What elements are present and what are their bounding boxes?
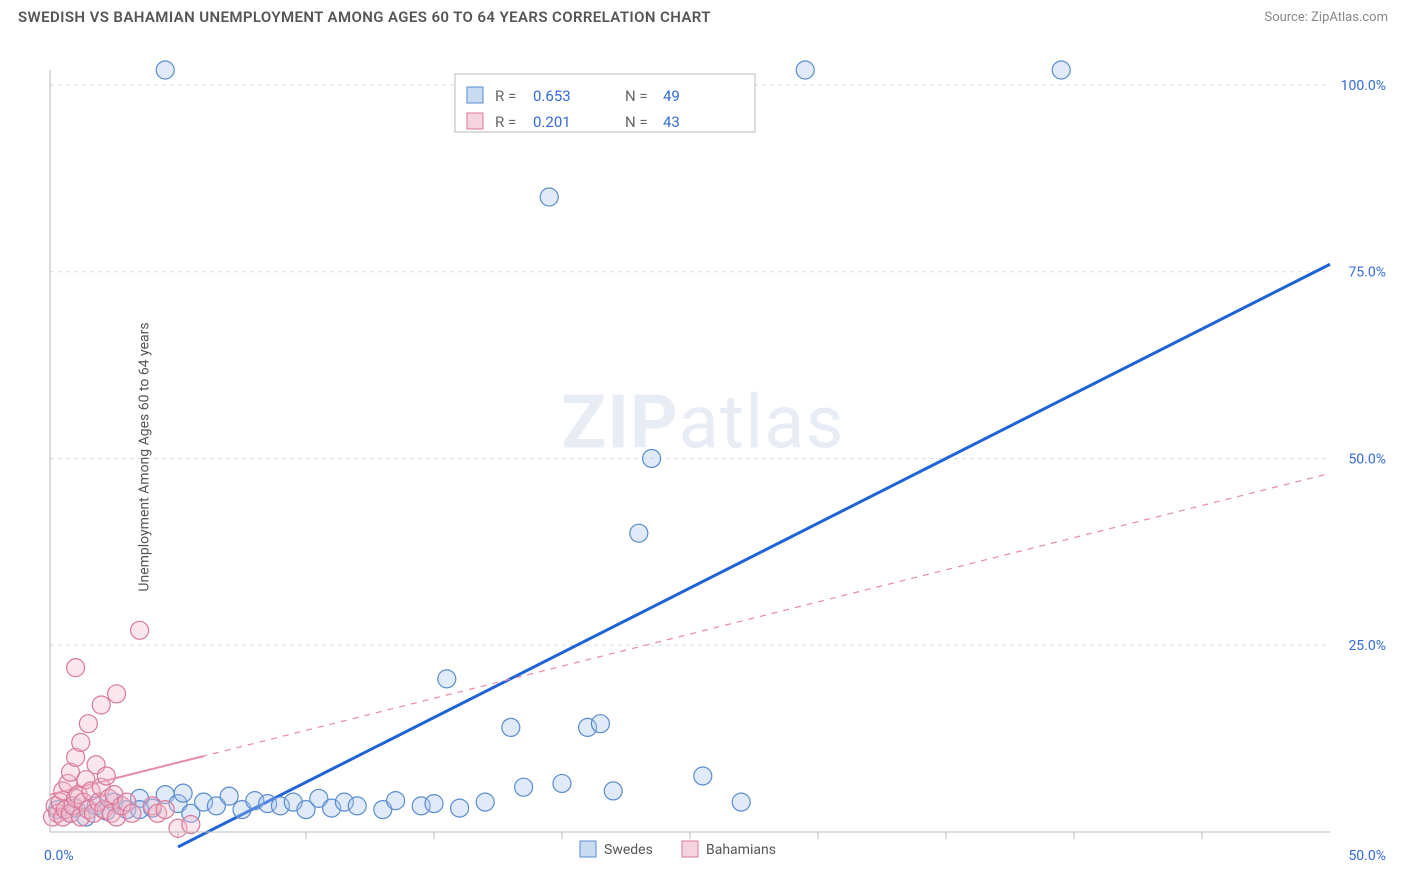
data-point [156, 801, 174, 819]
trend-line-dashed [50, 473, 1330, 794]
y-axis-label: Unemployment Among Ages 60 to 64 years [137, 322, 153, 591]
data-point [643, 449, 661, 467]
data-point [156, 61, 174, 79]
data-point [502, 718, 520, 736]
chart-container: Unemployment Among Ages 60 to 64 years Z… [0, 32, 1406, 882]
data-point [108, 685, 126, 703]
data-point [732, 793, 750, 811]
legend-swatch [580, 841, 596, 857]
data-point [796, 61, 814, 79]
stats-n-label: N = [625, 87, 648, 105]
scatter-chart: 25.0% 50.0% 75.0% 100.0% 0.0% 50.0% R = 0.653 N … [0, 32, 1406, 882]
data-point [387, 792, 405, 810]
y-tick-label: 75.0% [1348, 265, 1386, 281]
legend-label: Swedes [604, 842, 653, 858]
stats-n-value: 43 [663, 113, 680, 131]
data-point [174, 784, 192, 802]
y-tick-label: 50.0% [1348, 451, 1386, 467]
data-point [451, 799, 469, 817]
data-point [515, 778, 533, 796]
data-point [182, 816, 200, 834]
x-tick-label: 0.0% [44, 848, 74, 864]
stats-r-label: R = [495, 113, 516, 131]
x-tick-label: 50.0% [1348, 848, 1386, 864]
legend-swatch [682, 841, 698, 857]
data-point [604, 782, 622, 800]
data-point [123, 804, 141, 822]
chart-title: SWEDISH VS BAHAMIAN UNEMPLOYMENT AMONG A… [18, 8, 711, 26]
stats-swatch [467, 113, 483, 129]
data-point [591, 715, 609, 733]
source-label: Source: ZipAtlas.com [1264, 10, 1388, 25]
data-point [1052, 61, 1070, 79]
data-point [425, 795, 443, 813]
data-point [476, 793, 494, 811]
data-point [79, 715, 97, 733]
trend-line-solid [178, 264, 1330, 847]
legend-label: Bahamians [706, 842, 776, 858]
stats-r-value: 0.653 [533, 87, 571, 105]
data-point [694, 767, 712, 785]
data-point [540, 188, 558, 206]
data-point [438, 670, 456, 688]
data-point [67, 659, 85, 677]
stats-n-label: N = [625, 113, 648, 131]
data-point [220, 787, 238, 805]
stats-swatch [467, 87, 483, 103]
data-point [630, 524, 648, 542]
header: SWEDISH VS BAHAMIAN UNEMPLOYMENT AMONG A… [0, 0, 1406, 32]
y-tick-label: 100.0% [1341, 78, 1386, 94]
data-point [131, 621, 149, 639]
data-point [92, 696, 110, 714]
stats-r-value: 0.201 [533, 113, 571, 131]
data-point [72, 733, 90, 751]
data-point [348, 797, 366, 815]
y-tick-label: 25.0% [1348, 638, 1386, 654]
data-point [553, 774, 571, 792]
stats-n-value: 49 [663, 87, 680, 105]
stats-r-label: R = [495, 87, 516, 105]
data-point [97, 767, 115, 785]
